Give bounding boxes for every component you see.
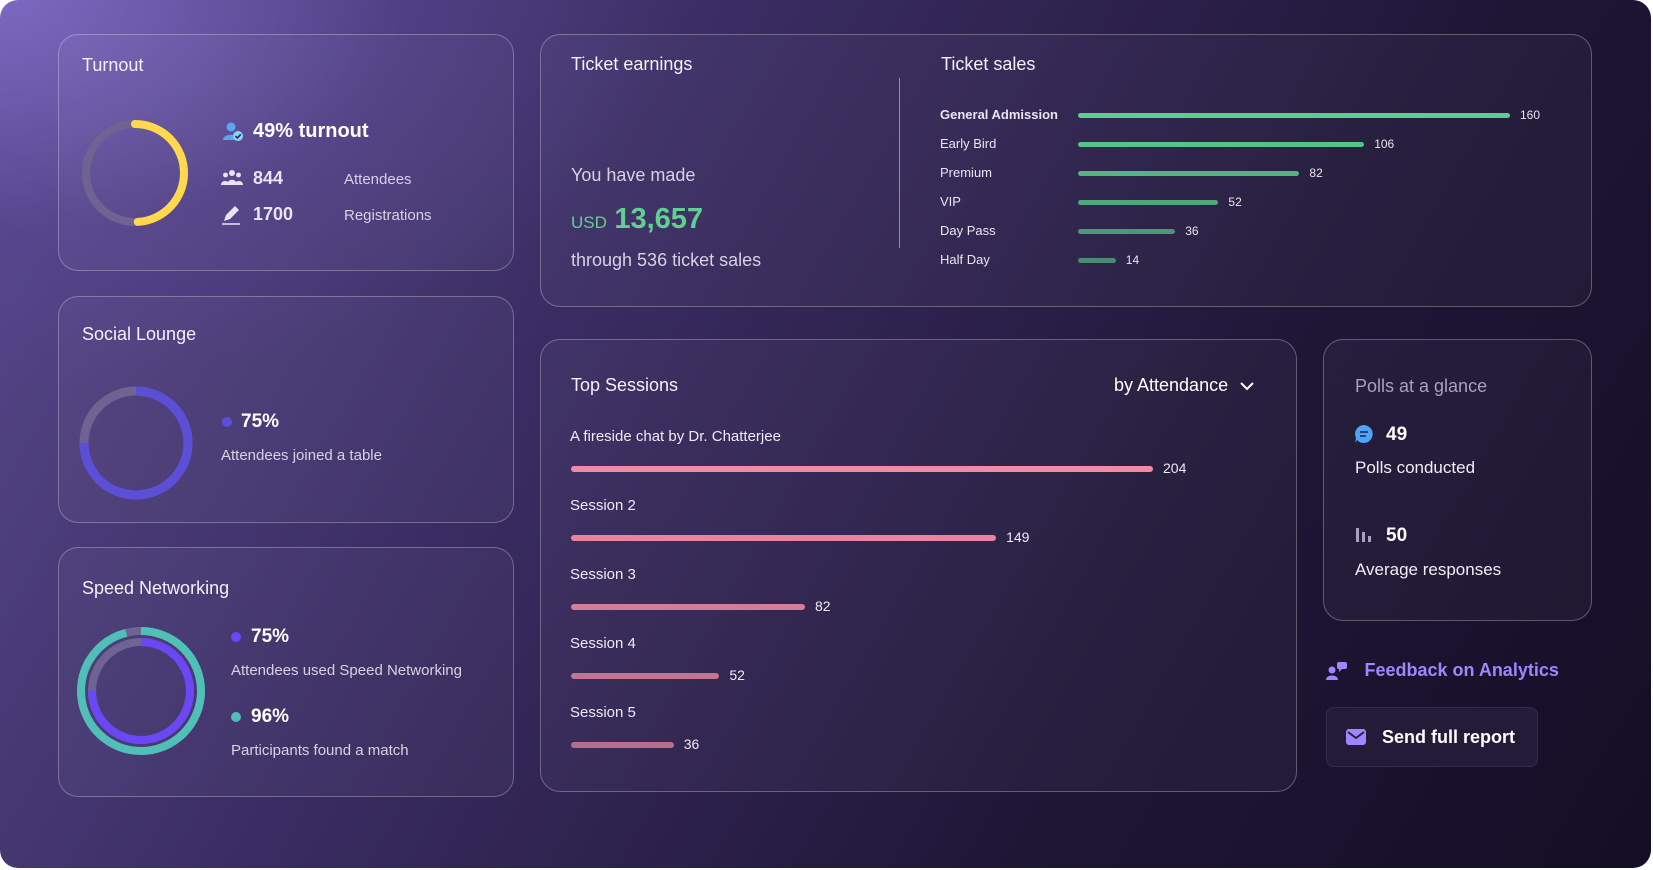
attendees-label: Attendees — [344, 171, 412, 188]
envelope-icon — [1346, 729, 1366, 745]
people-feedback-icon — [1326, 661, 1347, 680]
ticket-sales-value: 52 — [1228, 195, 1242, 209]
session-value: 52 — [729, 667, 745, 683]
ticket-sales-title: Ticket sales — [941, 54, 1036, 74]
ticket-sales-value: 14 — [1125, 253, 1140, 267]
chevron-down-icon — [1240, 382, 1254, 391]
ticket-sales-bar — [1078, 113, 1510, 118]
registrations-count: 1700 — [253, 204, 294, 224]
sn-stat2-label: Participants found a match — [231, 742, 409, 759]
session-label: Session 5 — [570, 704, 636, 721]
polls-card: Polls at a glance 49 Polls conducted 50 … — [1323, 339, 1592, 621]
ticket-sales-bar — [1078, 200, 1219, 205]
ticket-sales-value: 160 — [1520, 108, 1541, 122]
ticket-sales-row: Half Day 14 — [940, 250, 1560, 272]
session-value: 149 — [1006, 529, 1030, 545]
ticket-sales-row: Premium 82 — [940, 163, 1560, 185]
ticket-sales-value: 36 — [1185, 224, 1199, 238]
sn-legend-dot-1 — [231, 632, 241, 642]
ticket-earnings-title: Ticket earnings — [571, 54, 693, 74]
turnout-donut — [82, 120, 188, 226]
ticket-sales-value: 82 — [1309, 166, 1323, 180]
speed-networking-title: Speed Networking — [82, 578, 230, 598]
speed-networking-donut — [77, 627, 205, 755]
turnout-card: Turnout 49% turnout 844 — [58, 34, 514, 271]
polls-conducted-value: 49 — [1386, 424, 1408, 445]
session-bar — [571, 604, 805, 610]
sort-select[interactable]: by Attendance — [1114, 375, 1255, 396]
sort-select-value: by Attendance — [1114, 375, 1229, 395]
sn-stat1-percent: 75% — [251, 626, 290, 647]
social-lounge-donut — [79, 386, 193, 500]
turnout-percent: 49% turnout — [253, 120, 369, 142]
group-icon — [221, 169, 243, 192]
ticket-sales-value: 106 — [1374, 137, 1395, 151]
earnings-intro: You have made — [571, 165, 696, 185]
ticket-sales-bar — [1078, 258, 1116, 263]
ticket-sales-label: Half Day — [940, 252, 990, 267]
sn-stat1-label: Attendees used Speed Networking — [231, 662, 462, 679]
top-sessions-card — [540, 339, 1297, 792]
send-report-button[interactable]: Send full report — [1326, 707, 1538, 767]
sn-stat2-percent: 96% — [251, 706, 290, 727]
speed-networking-card: Speed Networking 75% Attendees used Spee… — [58, 547, 514, 797]
social-lounge-card: Social Lounge 75% Attendees joined a tab… — [58, 296, 514, 523]
session-value: 204 — [1163, 460, 1187, 476]
polls-title: Polls at a glance — [1355, 376, 1488, 396]
earnings-sub: through 536 ticket sales — [571, 250, 762, 270]
ticket-sales-label: Day Pass — [940, 223, 996, 238]
session-label: Session 2 — [570, 497, 636, 514]
pen-icon — [221, 205, 241, 230]
session-label: Session 4 — [570, 635, 636, 652]
ticket-sales-label: VIP — [940, 194, 961, 209]
lounge-label: Attendees joined a table — [221, 447, 382, 464]
ticket-divider — [899, 78, 900, 248]
polls-avg-label: Average responses — [1355, 560, 1502, 579]
social-lounge-title: Social Lounge — [82, 324, 197, 344]
session-label: A fireside chat by Dr. Chatterjee — [570, 428, 781, 445]
lounge-legend-dot — [222, 417, 232, 427]
session-bar — [571, 742, 674, 748]
chat-bubble-icon — [1354, 424, 1374, 449]
user-check-icon — [222, 121, 244, 148]
ticket-sales-bar — [1078, 142, 1365, 147]
ticket-sales-row: General Admission 160 — [940, 105, 1560, 127]
bar-chart-icon — [1355, 527, 1373, 548]
earnings-amount: USD 13,657 — [571, 203, 703, 236]
feedback-link-label: Feedback on Analytics — [1364, 660, 1559, 680]
session-bar — [571, 673, 720, 679]
polls-avg-value: 50 — [1386, 525, 1408, 546]
feedback-link[interactable]: Feedback on Analytics — [1326, 660, 1559, 681]
ticket-sales-row: Early Bird 106 — [940, 134, 1560, 156]
sn-legend-dot-2 — [231, 712, 241, 722]
ticket-sales-label: Early Bird — [940, 136, 997, 151]
ticket-sales-label: Premium — [940, 165, 993, 180]
top-sessions-title: Top Sessions — [571, 375, 679, 395]
send-report-label: Send full report — [1382, 727, 1516, 747]
ticket-sales-row: VIP 52 — [940, 192, 1560, 214]
ticket-card — [540, 34, 1592, 307]
earnings-value: 13,657 — [614, 203, 704, 235]
session-bar — [571, 466, 1153, 472]
lounge-percent: 75% — [241, 411, 280, 432]
ticket-sales-bar — [1078, 171, 1300, 176]
earnings-currency: USD — [571, 213, 607, 232]
ticket-sales-row: Day Pass 36 — [940, 221, 1560, 243]
session-value: 36 — [683, 736, 700, 752]
turnout-title: Turnout — [82, 55, 144, 75]
ticket-sales-label: General Admission — [940, 107, 1058, 122]
session-value: 82 — [814, 598, 831, 614]
session-bar — [571, 535, 997, 541]
polls-conducted-label: Polls conducted — [1355, 458, 1476, 477]
ticket-sales-bar — [1078, 229, 1176, 234]
session-label: Session 3 — [570, 566, 636, 583]
attendees-count: 844 — [253, 168, 284, 188]
registrations-label: Registrations — [344, 207, 432, 224]
